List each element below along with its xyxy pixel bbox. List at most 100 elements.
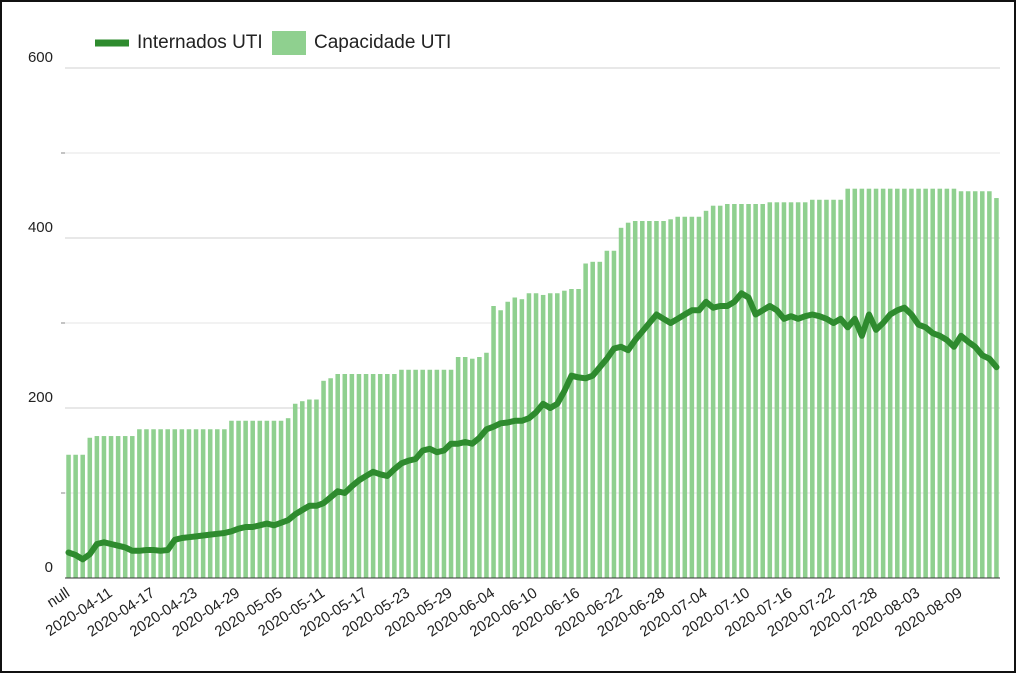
bar	[122, 436, 128, 578]
bar	[930, 188, 935, 578]
bar	[200, 429, 206, 578]
y-tick-label: 600	[28, 49, 53, 66]
bar	[101, 436, 107, 578]
bar	[654, 221, 659, 578]
bar	[576, 289, 581, 578]
bar	[470, 358, 475, 578]
bar	[108, 436, 114, 578]
bar	[505, 301, 510, 578]
bar	[165, 429, 170, 578]
bar	[944, 188, 950, 578]
bar	[448, 369, 454, 578]
bar	[434, 369, 440, 578]
bar	[87, 437, 93, 578]
y-tick-label: 400	[28, 219, 53, 236]
bar	[172, 429, 178, 578]
bar	[441, 369, 447, 578]
bar	[583, 263, 588, 578]
bar	[512, 297, 518, 578]
bar	[427, 369, 433, 578]
bar	[774, 202, 780, 579]
bar	[491, 306, 496, 578]
bar	[965, 191, 971, 578]
bar	[399, 369, 404, 578]
bar	[540, 294, 546, 578]
bar	[810, 199, 815, 578]
bar	[972, 191, 978, 578]
bar	[257, 420, 263, 578]
bar	[151, 429, 156, 578]
bar	[207, 429, 213, 578]
bar	[838, 199, 843, 578]
bar	[866, 188, 872, 578]
bar	[285, 418, 291, 578]
bar	[243, 420, 248, 578]
bar	[994, 198, 999, 579]
legend-label: Internados UTI	[137, 32, 263, 53]
bar	[137, 429, 142, 578]
bar	[859, 188, 865, 578]
bar	[703, 210, 709, 579]
legend-swatch	[272, 31, 306, 55]
bar	[717, 205, 723, 578]
bar	[802, 202, 808, 579]
bar	[519, 299, 525, 578]
bar	[958, 191, 964, 578]
bar	[130, 436, 135, 578]
bar	[307, 399, 312, 578]
bar	[321, 380, 326, 578]
bar	[951, 188, 957, 578]
bar	[732, 204, 737, 578]
bar	[611, 250, 617, 578]
legend-label: Capacidade UTI	[314, 32, 451, 53]
bar	[229, 420, 234, 578]
bar	[831, 199, 836, 578]
bar	[455, 357, 461, 578]
bar	[328, 378, 333, 578]
bar	[647, 221, 652, 578]
bar	[696, 216, 702, 578]
bar	[271, 420, 277, 578]
bar	[937, 188, 943, 578]
bar	[916, 188, 921, 578]
bar	[632, 221, 638, 578]
bar	[873, 188, 879, 578]
bar	[760, 204, 765, 578]
bar	[484, 352, 489, 578]
bar	[923, 188, 928, 578]
bar	[392, 374, 397, 578]
bar	[781, 202, 787, 579]
bar	[278, 420, 284, 578]
bar	[179, 429, 185, 578]
bar	[314, 399, 319, 578]
bar	[477, 357, 482, 578]
bar	[236, 420, 241, 578]
bar	[604, 250, 610, 578]
bar	[370, 374, 376, 578]
bar	[590, 261, 595, 578]
bar	[909, 188, 914, 578]
bar	[753, 204, 758, 578]
x-tick-label: null	[44, 584, 73, 611]
bar	[420, 369, 425, 578]
bar	[795, 202, 801, 579]
bar	[852, 188, 858, 578]
bar	[788, 202, 794, 579]
bar	[569, 289, 574, 578]
bar	[342, 374, 348, 578]
y-tick-label: 0	[45, 559, 53, 576]
bar	[746, 204, 751, 578]
bar	[356, 374, 362, 578]
bar	[144, 429, 149, 578]
bar	[767, 202, 773, 579]
bar	[668, 219, 673, 579]
bar	[300, 401, 305, 578]
bar	[406, 369, 411, 578]
bar	[158, 429, 163, 578]
bar	[817, 199, 822, 578]
bar	[675, 216, 680, 578]
bar	[739, 204, 744, 578]
bar	[562, 290, 567, 578]
